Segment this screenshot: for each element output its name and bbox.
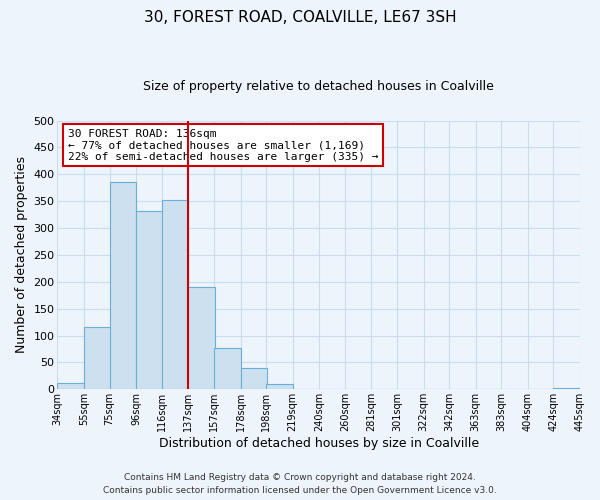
Bar xyxy=(110,182,136,390)
Y-axis label: Number of detached properties: Number of detached properties xyxy=(15,156,28,354)
Bar xyxy=(188,287,215,390)
Bar xyxy=(84,328,111,390)
Bar xyxy=(162,200,188,390)
Bar xyxy=(214,348,241,390)
Text: Contains HM Land Registry data © Crown copyright and database right 2024.
Contai: Contains HM Land Registry data © Crown c… xyxy=(103,473,497,495)
Text: 30, FOREST ROAD, COALVILLE, LE67 3SH: 30, FOREST ROAD, COALVILLE, LE67 3SH xyxy=(143,10,457,25)
X-axis label: Distribution of detached houses by size in Coalville: Distribution of detached houses by size … xyxy=(158,437,479,450)
Bar xyxy=(136,211,163,390)
Title: Size of property relative to detached houses in Coalville: Size of property relative to detached ho… xyxy=(143,80,494,93)
Bar xyxy=(58,383,84,390)
Bar xyxy=(553,388,580,390)
Text: 30 FOREST ROAD: 136sqm
← 77% of detached houses are smaller (1,169)
22% of semi-: 30 FOREST ROAD: 136sqm ← 77% of detached… xyxy=(68,128,379,162)
Bar xyxy=(266,384,293,390)
Bar xyxy=(241,368,267,390)
